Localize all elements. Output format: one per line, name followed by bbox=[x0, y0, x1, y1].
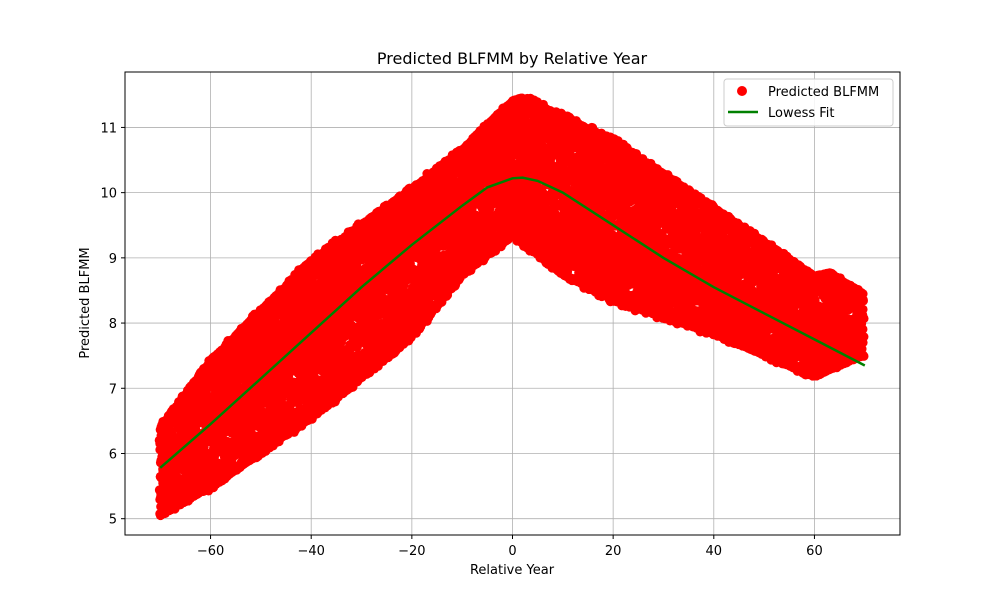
scatter-points bbox=[154, 93, 869, 521]
chart-title: Predicted BLFMM by Relative Year bbox=[377, 49, 648, 68]
